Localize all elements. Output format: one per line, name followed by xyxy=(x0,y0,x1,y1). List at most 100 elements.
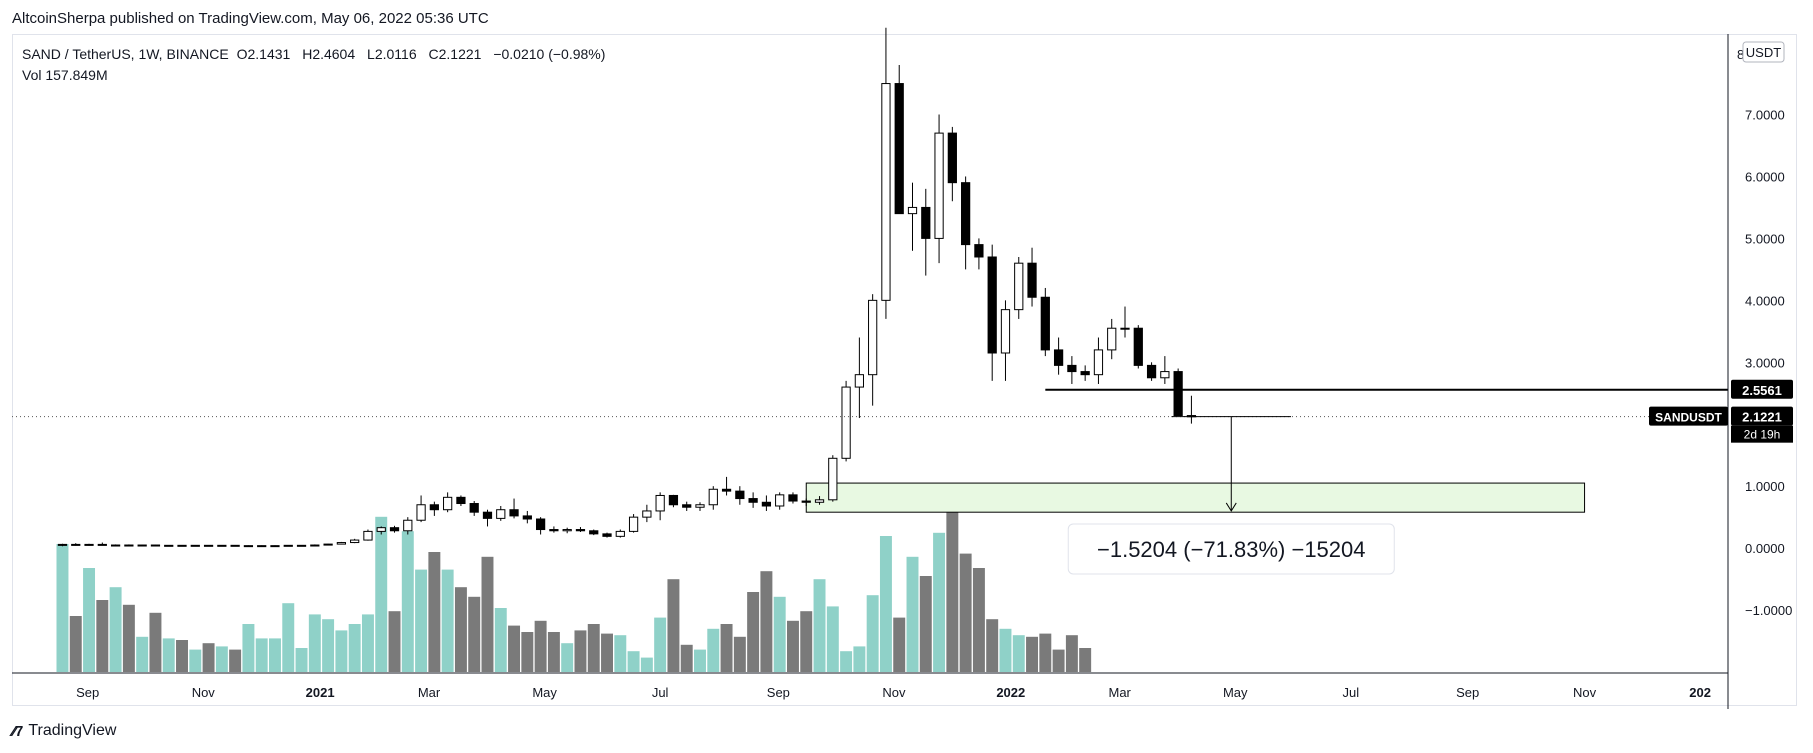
candle xyxy=(987,244,997,381)
candle-body xyxy=(137,544,147,547)
candle-body xyxy=(615,530,625,537)
y-tick-label: 7.0000 xyxy=(1745,108,1785,123)
countdown-label: 2d 19h xyxy=(1744,428,1781,442)
y-tick-label: 6.0000 xyxy=(1745,169,1785,184)
candle xyxy=(416,495,426,523)
candle xyxy=(217,544,227,547)
candle-body xyxy=(376,527,386,532)
candle xyxy=(1120,306,1130,338)
candle xyxy=(748,492,758,508)
candle xyxy=(907,182,918,251)
volume-bar xyxy=(640,657,653,672)
candle xyxy=(469,501,479,516)
candle xyxy=(137,544,147,547)
tradingview-footer[interactable]: ⁄⁄7 TradingView xyxy=(12,722,116,740)
candle xyxy=(575,527,586,533)
volume-bars xyxy=(56,512,1092,672)
candle-body xyxy=(881,83,891,301)
legend-change: −0.0210 (−0.98%) xyxy=(493,46,606,62)
volume-bar xyxy=(468,596,481,672)
candle xyxy=(668,494,679,508)
candle-body xyxy=(775,494,785,507)
candle xyxy=(881,27,891,319)
support-zone[interactable] xyxy=(805,482,1586,513)
candle-body xyxy=(270,545,280,548)
x-tick-label: 202 xyxy=(1689,685,1711,700)
candle-body xyxy=(389,527,400,532)
candle-body xyxy=(124,544,134,547)
candle xyxy=(257,545,267,548)
y-tick-label: 0.0000 xyxy=(1745,541,1785,556)
candle xyxy=(389,525,400,533)
candle xyxy=(177,544,187,547)
volume-bar xyxy=(83,568,96,672)
candle xyxy=(403,517,413,535)
volume-bar xyxy=(1039,633,1052,672)
volume-bar xyxy=(269,638,281,672)
candle-body xyxy=(496,509,506,519)
candle-body xyxy=(628,516,639,532)
candle xyxy=(310,544,320,547)
candle-body xyxy=(535,518,546,531)
legend-volume-value: 157.849M xyxy=(45,67,108,83)
candle-body xyxy=(443,496,453,511)
volume-bar xyxy=(534,620,547,672)
candle-body xyxy=(1000,309,1011,354)
volume-bar xyxy=(747,592,760,672)
candle-body xyxy=(562,529,572,532)
candle xyxy=(961,176,971,270)
candle-body xyxy=(323,543,333,546)
x-tick-label: Mar xyxy=(1109,685,1132,700)
candle-body xyxy=(1173,371,1183,417)
candle-body xyxy=(310,544,320,547)
candle-body xyxy=(363,530,373,541)
candle xyxy=(1133,325,1143,369)
legend-high: H2.4604 xyxy=(302,46,356,62)
volume-bar xyxy=(282,603,295,672)
axes: 7.0000 6.0000 5.0000 4.0000 3.0000 1.0000 0.00… xyxy=(12,34,1792,709)
volume-bar xyxy=(136,636,149,672)
legend-symbol[interactable]: SAND / TetherUS, 1W, BINANCE xyxy=(22,46,229,62)
candle-body xyxy=(854,374,864,388)
candle-body xyxy=(257,545,267,548)
volume-bar xyxy=(189,649,202,672)
candle-body xyxy=(84,543,94,546)
candle xyxy=(535,517,546,535)
candle-body xyxy=(230,544,240,547)
y-tick-label-cut: 8 xyxy=(1737,47,1744,62)
publisher-line: AltcoinSherpa published on TradingView.c… xyxy=(12,10,489,27)
candle-body xyxy=(761,501,772,507)
candle-body xyxy=(708,488,718,506)
volume-bar xyxy=(972,568,985,672)
volume-bar xyxy=(893,617,906,672)
volume-bar xyxy=(69,616,82,672)
candle xyxy=(788,492,798,504)
currency-badge[interactable] xyxy=(1742,41,1785,63)
candle-body xyxy=(243,545,254,548)
candle-body xyxy=(788,494,798,502)
candle-body xyxy=(668,494,679,506)
candle-body xyxy=(97,543,107,546)
y-tick-label: 4.0000 xyxy=(1745,293,1785,308)
legend-ohlc-row: SAND / TetherUS, 1W, BINANCE O2.1431 H2.… xyxy=(22,44,613,65)
projection-label-box[interactable] xyxy=(1067,523,1395,575)
candle-body xyxy=(1093,349,1104,376)
candle xyxy=(589,529,599,536)
volume-bar xyxy=(162,638,175,672)
candle-body xyxy=(350,539,360,544)
candle-body xyxy=(177,544,187,547)
volume-bar xyxy=(335,630,348,672)
volume-bar xyxy=(1052,649,1065,672)
x-tick-label: Mar xyxy=(418,685,441,700)
volume-bar xyxy=(255,638,268,672)
x-tick-label: Sep xyxy=(76,685,99,700)
candle xyxy=(602,532,612,538)
candle-body xyxy=(947,132,957,184)
symbol-tag[interactable]: SANDUSDT xyxy=(1655,411,1722,425)
volume-bar xyxy=(654,617,667,672)
candle xyxy=(150,544,161,547)
candle-body xyxy=(721,488,732,492)
candle xyxy=(828,455,838,502)
candle xyxy=(57,543,68,547)
